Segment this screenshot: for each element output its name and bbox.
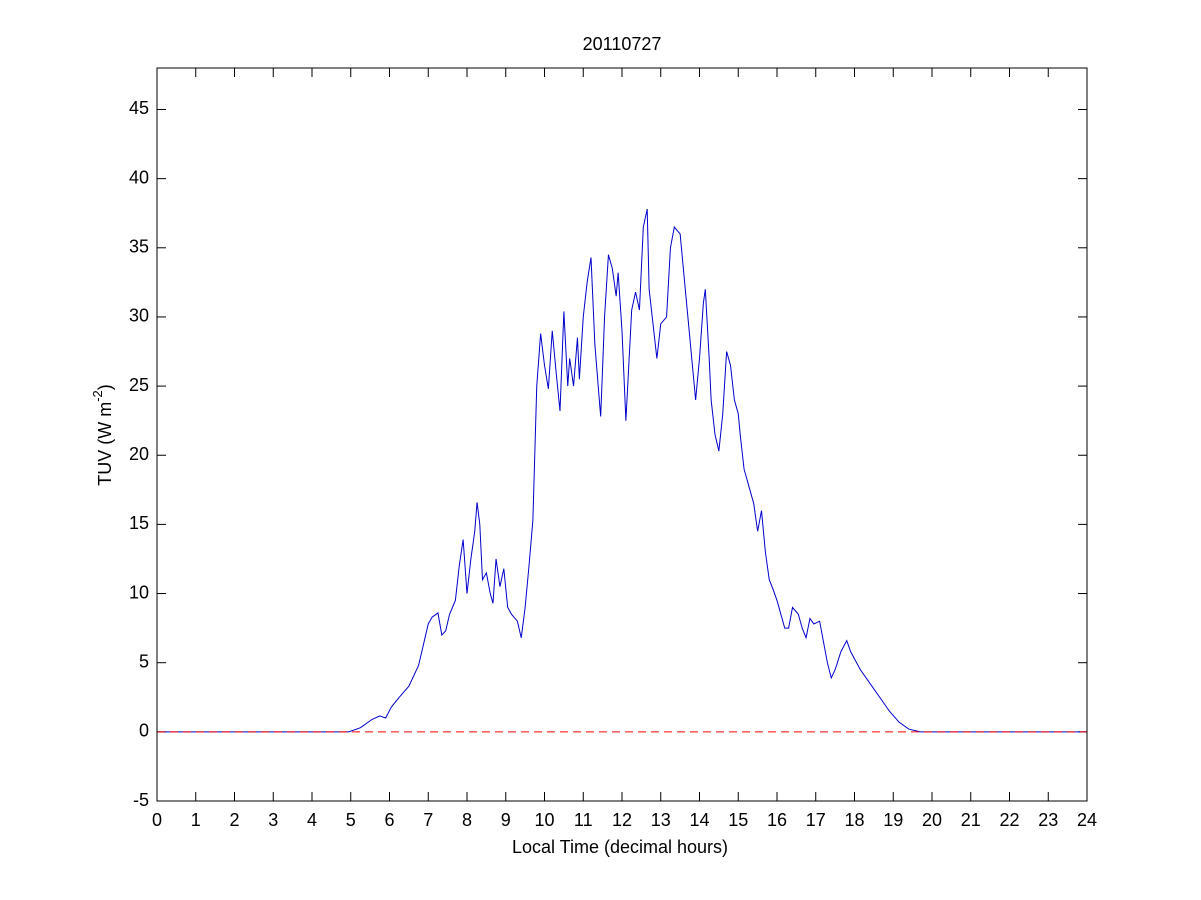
y-tick-label: 20 — [129, 444, 149, 464]
x-tick-label: 7 — [423, 810, 433, 830]
x-tick-label: 12 — [612, 810, 632, 830]
x-tick-label: 2 — [229, 810, 239, 830]
x-tick-label: 20 — [922, 810, 942, 830]
x-tick-label: 23 — [1038, 810, 1058, 830]
y-tick-label: 30 — [129, 306, 149, 326]
y-tick-label: -5 — [133, 790, 149, 810]
x-tick-label: 3 — [268, 810, 278, 830]
y-label-end: ) — [95, 384, 115, 390]
x-tick-label: 11 — [574, 810, 593, 830]
x-tick-label: 22 — [999, 810, 1019, 830]
y-tick-label: 10 — [129, 582, 149, 602]
x-tick-label: 4 — [307, 810, 317, 830]
data-line — [157, 208, 1087, 733]
x-tick-label: 6 — [384, 810, 394, 830]
x-tick-label: 1 — [191, 810, 201, 830]
y-tick-label: 35 — [129, 237, 149, 257]
x-tick-label: 16 — [767, 810, 787, 830]
y-tick-label: 40 — [129, 167, 149, 187]
x-tick-label: 24 — [1077, 810, 1097, 830]
x-tick-label: 0 — [152, 810, 162, 830]
chart-title: 20110727 — [583, 34, 662, 54]
y-label-text: TUV (W m — [95, 402, 115, 486]
x-tick-label: 17 — [806, 810, 826, 830]
x-tick-label: 10 — [534, 810, 554, 830]
y-tick-label: 0 — [139, 721, 149, 741]
y-tick-label: 5 — [139, 651, 149, 671]
y-tick-label: 45 — [129, 98, 149, 118]
x-tick-label: 21 — [961, 810, 981, 830]
x-tick-label: 15 — [728, 810, 748, 830]
x-tick-label: 18 — [844, 810, 864, 830]
x-tick-label: 19 — [883, 810, 903, 830]
y-tick-label: 15 — [129, 513, 149, 533]
x-tick-label: 9 — [501, 810, 511, 830]
x-axis-label: Local Time (decimal hours) — [512, 837, 728, 857]
x-tick-label: 8 — [462, 810, 472, 830]
y-tick-label: 25 — [129, 375, 149, 395]
y-label-sup: -2 — [90, 390, 105, 402]
x-tick-label: 5 — [346, 810, 356, 830]
plot-frame — [156, 67, 1088, 802]
y-axis-label: TUV (W m-2) — [90, 384, 114, 486]
x-tick-label: 13 — [651, 810, 671, 830]
x-tick-label: 14 — [689, 810, 709, 830]
